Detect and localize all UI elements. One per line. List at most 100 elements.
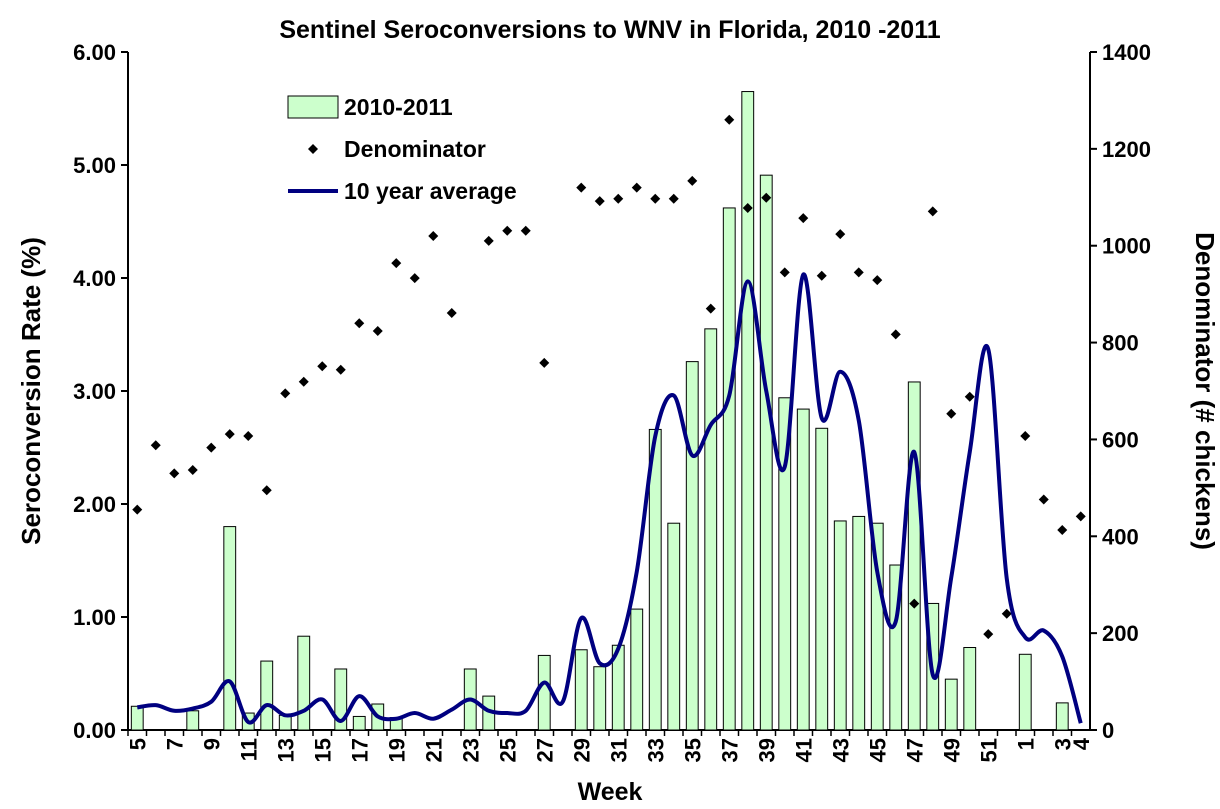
x-tick-label: 7 <box>162 738 187 750</box>
y2-tick-label: 200 <box>1102 621 1139 646</box>
scatter-point <box>539 357 550 368</box>
bar <box>889 564 903 731</box>
bar <box>352 715 366 731</box>
y2-tick-label: 400 <box>1102 524 1139 549</box>
scatter-point <box>354 318 365 329</box>
scatter-point <box>1020 431 1031 442</box>
scatter-point <box>391 258 402 269</box>
x-tick-label: 25 <box>495 738 520 762</box>
bar <box>223 526 237 731</box>
scatter-point <box>298 376 309 387</box>
bar <box>297 635 311 731</box>
x-tick-label: 11 <box>236 738 261 761</box>
scatter-point <box>650 193 661 204</box>
x-tick-label: 33 <box>643 738 668 762</box>
scatter-point <box>946 408 957 419</box>
scatter-point <box>150 440 161 451</box>
x-tick-label: 13 <box>273 738 298 762</box>
y-tick-label: 0.00 <box>73 718 116 743</box>
scatter-point <box>927 206 938 217</box>
bar <box>537 654 551 731</box>
x-tick-label: 49 <box>939 738 964 762</box>
x-tick-label: 3 <box>1050 738 1075 750</box>
x-tick-label: 39 <box>754 738 779 762</box>
scatter-point <box>594 196 605 207</box>
bar <box>186 710 200 731</box>
y2-tick-label: 1200 <box>1102 137 1151 162</box>
chart-title: Sentinel Seroconversions to WNV in Flori… <box>279 16 940 44</box>
scatter-point <box>687 175 698 186</box>
scatter-point <box>1057 524 1068 535</box>
scatter-point <box>483 235 494 246</box>
y2-tick-label: 1000 <box>1102 234 1151 259</box>
scatter-point <box>705 303 716 314</box>
x-tick-label: 31 <box>606 738 631 762</box>
x-tick-label: 47 <box>902 738 927 762</box>
scatter-point <box>1038 494 1049 505</box>
scatter-point <box>779 267 790 278</box>
scatter-point <box>853 267 864 278</box>
scatter-point <box>428 231 439 242</box>
y-tick-label: 4.00 <box>73 266 116 291</box>
scatter-point <box>964 391 975 402</box>
y2-tick-label: 600 <box>1102 427 1139 452</box>
bar <box>574 649 588 731</box>
x-tick-label: 51 <box>976 738 1001 762</box>
scatter-point <box>909 598 920 609</box>
y-axis-title: Seroconversion Rate (%) <box>16 237 46 545</box>
y2-tick-label: 0 <box>1102 718 1114 743</box>
bar <box>704 328 718 731</box>
scatter-point <box>631 182 642 193</box>
scatter-point <box>1001 608 1012 619</box>
bar <box>963 647 977 731</box>
scatter-point <box>798 213 809 224</box>
x-tick-label: 9 <box>199 738 224 750</box>
bar <box>907 381 921 731</box>
x-tick-label: 45 <box>865 738 890 762</box>
scatter-point <box>372 325 383 336</box>
line <box>136 272 1083 725</box>
x-tick-label: 21 <box>421 738 446 762</box>
scatter-point <box>724 114 735 125</box>
scatter-point <box>409 273 420 284</box>
y-tick-label: 6.00 <box>73 40 116 65</box>
y-tick-label: 5.00 <box>73 153 116 178</box>
bar <box>260 660 274 731</box>
x-tick-label: 43 <box>828 738 853 762</box>
bar <box>130 705 144 731</box>
scatter-point <box>335 364 346 375</box>
legend-label: 2010-2011 <box>344 94 453 120</box>
scatter-point <box>132 504 143 515</box>
bar <box>778 397 792 731</box>
bar <box>796 408 810 731</box>
scatter-point <box>983 629 994 640</box>
bar <box>815 427 829 731</box>
x-axis-title: Week <box>578 778 643 804</box>
bar <box>759 174 773 731</box>
bar <box>278 714 292 731</box>
scatter-point <box>668 193 679 204</box>
x-tick-label: 41 <box>791 738 816 762</box>
bar <box>944 678 958 731</box>
legend-swatch <box>308 144 318 154</box>
scatter-point <box>613 193 624 204</box>
x-tick-label: 23 <box>458 738 483 762</box>
x-tick-label: 17 <box>347 738 372 762</box>
bar <box>741 91 755 731</box>
bar <box>833 520 847 731</box>
scatter-point <box>520 225 531 236</box>
y2-tick-label: 1400 <box>1102 40 1151 65</box>
bar <box>685 361 699 731</box>
scatter-point <box>206 442 217 453</box>
x-tick-label: 35 <box>680 738 705 762</box>
y2-axis-title: Denominator (# chickens) <box>1190 232 1220 550</box>
x-tick-label: 27 <box>532 738 557 762</box>
scatter-point <box>187 464 198 475</box>
x-tick-label: 5 <box>125 738 150 750</box>
bar <box>630 608 644 731</box>
scatter-point <box>890 329 901 340</box>
bar <box>667 522 681 731</box>
legend-swatch <box>287 95 339 119</box>
x-tick-label: 15 <box>310 738 335 762</box>
